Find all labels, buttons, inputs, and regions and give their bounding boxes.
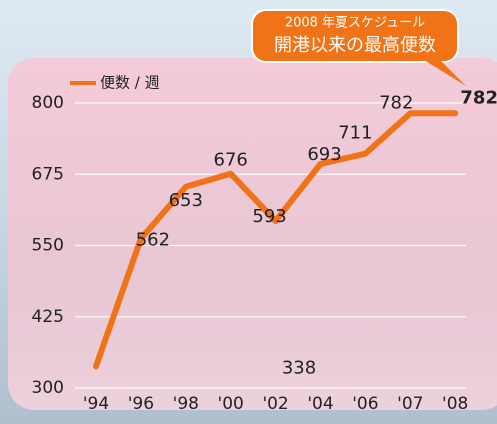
x-tick-label: '94 [83, 394, 109, 414]
data-label: 711 [338, 123, 372, 144]
x-tick-label: '04 [307, 394, 333, 414]
data-label: 676 [214, 150, 248, 171]
x-tick-label: '02 [262, 394, 288, 414]
data-label: 693 [307, 144, 341, 165]
data-label: 562 [136, 230, 170, 251]
y-tick-label: 675 [32, 164, 64, 184]
x-tick-label: '08 [442, 394, 468, 414]
data-label: 338 [282, 357, 316, 378]
x-tick-label: '98 [173, 394, 199, 414]
x-tick-label: '07 [397, 394, 423, 414]
data-label: 653 [169, 190, 203, 211]
x-tick-label: '00 [218, 394, 244, 414]
chart: 2008 年夏スケジュール 開港以来の最高便数 便数 / 週 300 425 550… [0, 0, 497, 424]
y-tick-label: 300 [32, 378, 64, 398]
y-tick-label: 550 [32, 236, 64, 256]
x-tick-label: '06 [352, 394, 378, 414]
x-tick-label: '96 [128, 394, 154, 414]
y-tick-label: 800 [32, 93, 64, 113]
annotation: 開港以来の最高便数 [274, 35, 436, 56]
annotation: 2008 年夏スケジュール [285, 16, 425, 31]
data-label: 782 [460, 87, 497, 108]
legend-label: 便数 / 週 [100, 74, 160, 92]
data-label: 782 [379, 92, 413, 113]
data-label: 593 [252, 206, 286, 227]
y-tick-label: 425 [32, 307, 64, 327]
